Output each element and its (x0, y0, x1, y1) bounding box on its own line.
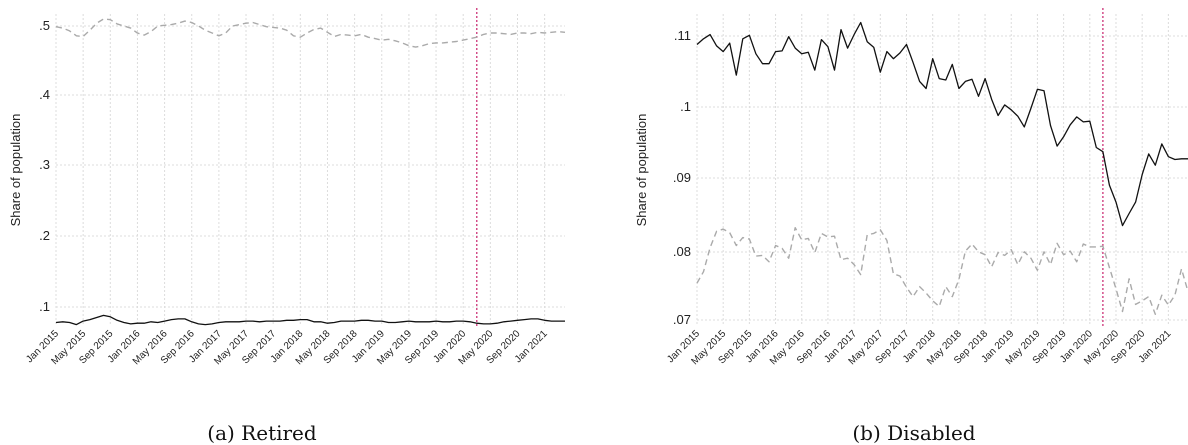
series-line-solid (55, 314, 565, 326)
series-line-dashed (55, 18, 566, 48)
y-tick-label: .2 (39, 228, 50, 243)
y-tick-label: .4 (39, 87, 50, 102)
y-tick-label: .3 (39, 157, 50, 172)
y-tick-label: .1 (39, 299, 50, 314)
y-tick-label: .5 (39, 18, 50, 33)
y-tick-label: .11 (674, 28, 691, 43)
series-line-solid (696, 21, 1188, 227)
y-axis-label: Share of population (8, 114, 23, 227)
y-tick-label: .07 (673, 312, 691, 327)
y-axis-label: Share of population (634, 114, 649, 227)
y-tick-label: .08 (673, 244, 691, 259)
series-line-dashed (696, 226, 1188, 315)
y-tick-label: .1 (680, 99, 691, 114)
y-tick-label: .09 (673, 170, 691, 185)
panel-caption: (b) Disabled (852, 421, 975, 445)
panel-caption: (a) Retired (207, 421, 317, 445)
